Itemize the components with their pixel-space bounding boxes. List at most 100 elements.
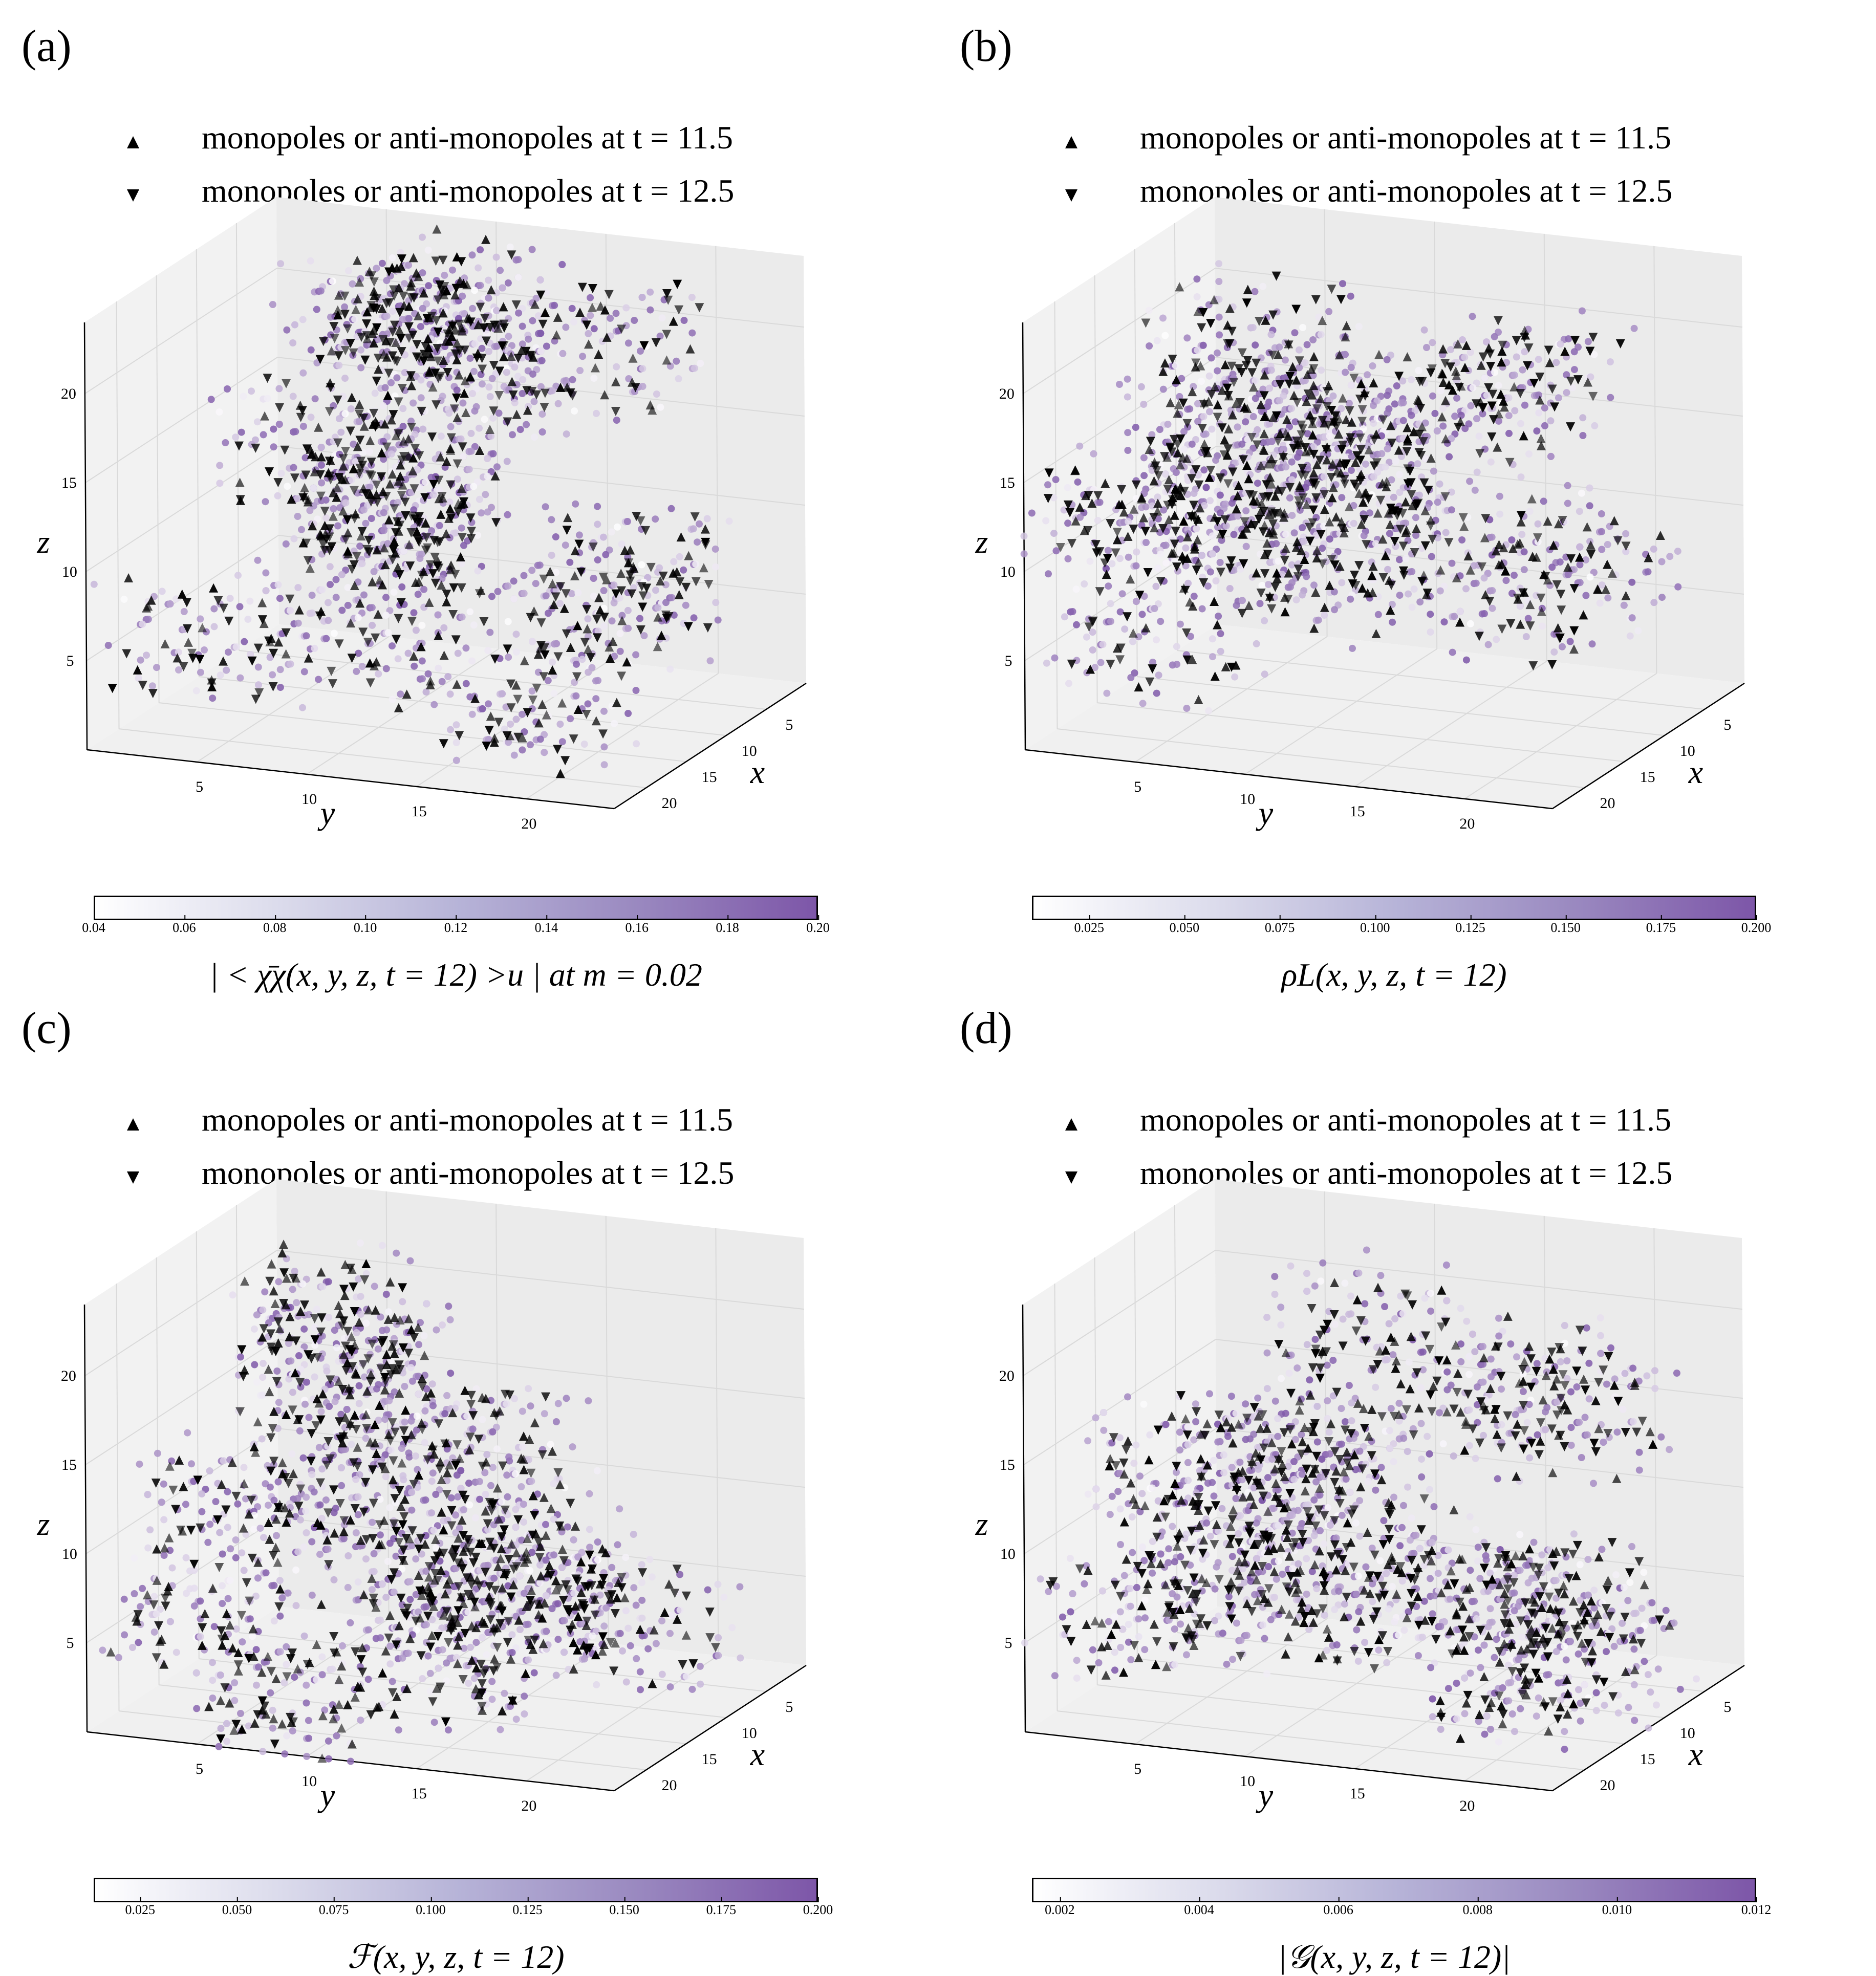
scalar-point — [1622, 530, 1629, 537]
scalar-point — [445, 374, 452, 381]
scalar-point — [300, 1326, 308, 1333]
scalar-point — [1153, 636, 1160, 643]
scalar-point — [1215, 613, 1222, 620]
scalar-point — [497, 1726, 504, 1733]
scalar-point — [1233, 602, 1240, 609]
scalar-point — [1321, 612, 1328, 619]
scalar-point — [270, 426, 277, 433]
scalar-point — [1405, 591, 1412, 598]
scalar-point — [555, 400, 562, 407]
scalar-point — [175, 666, 182, 674]
scalar-point — [541, 1410, 548, 1417]
scalar-point — [1160, 386, 1167, 393]
scalar-point — [429, 1469, 437, 1476]
scalar-point — [293, 1299, 300, 1306]
scalar-point — [254, 418, 261, 425]
scalar-point — [657, 404, 664, 411]
scalar-point — [262, 569, 269, 576]
scalar-point — [1129, 638, 1136, 645]
scalar-point — [1362, 461, 1369, 468]
scalar-point — [233, 643, 240, 650]
scalar-point — [581, 741, 588, 748]
scalar-point — [579, 353, 586, 360]
scalar-point — [449, 267, 456, 274]
scalar-point — [1396, 592, 1404, 599]
scalar-point — [600, 623, 608, 630]
scalar-point — [1577, 561, 1584, 569]
scalar-point — [1505, 430, 1513, 437]
scalar-point — [338, 1482, 345, 1489]
scalar-point — [1513, 354, 1520, 361]
scalar-point — [585, 669, 592, 676]
scalar-point — [497, 267, 504, 274]
scalar-point — [331, 1576, 338, 1583]
scalar-point — [158, 1499, 165, 1506]
scalar-point — [1028, 510, 1036, 517]
scalar-point — [1073, 585, 1080, 593]
colorbar-tick-label: 0.18 — [716, 920, 739, 936]
scalar-point — [387, 379, 395, 386]
scalar-point — [262, 498, 269, 505]
scalar-point — [224, 385, 231, 393]
scalar-point — [105, 642, 112, 649]
scalar-point — [348, 1441, 355, 1448]
scalar-point — [343, 1406, 351, 1413]
scalar-point — [1064, 484, 1071, 491]
scalar-point — [652, 587, 659, 594]
scalar-point — [1462, 585, 1470, 592]
scalar-point — [1288, 405, 1295, 412]
scalar-point — [1533, 427, 1540, 435]
scalar-point — [389, 308, 396, 315]
scalar-point — [201, 646, 208, 654]
scalar-point — [493, 1445, 501, 1452]
scalar-point — [197, 669, 204, 676]
scalar-point — [510, 595, 517, 602]
scalar-point — [593, 410, 600, 417]
scalar-point — [633, 687, 640, 694]
scalar-point — [1325, 308, 1332, 315]
scalar-point — [1282, 463, 1289, 470]
scalar-point — [1384, 356, 1391, 363]
scalar-point — [1518, 473, 1525, 481]
scalar-point — [641, 632, 648, 639]
scalar-point — [219, 1600, 226, 1607]
scalar-point — [1414, 460, 1421, 467]
scalar-point — [411, 609, 418, 616]
scalar-point — [1586, 485, 1593, 492]
scalar-point — [697, 360, 704, 367]
scalar-point — [1133, 549, 1140, 556]
scalar-point — [419, 426, 426, 433]
y-tick-label: 15 — [1350, 803, 1365, 820]
scalar-point — [511, 752, 518, 759]
scalar-point — [503, 1471, 510, 1479]
scalar-point — [519, 711, 526, 718]
scalar-point — [1458, 536, 1465, 544]
scalar-point — [1138, 383, 1145, 390]
scalar-point — [252, 1593, 260, 1600]
scalar-point — [344, 1584, 352, 1591]
scalar-point — [1591, 422, 1598, 429]
scalar-point — [528, 567, 535, 574]
scalar-point — [690, 525, 697, 532]
scalar-point — [1087, 558, 1094, 565]
scalar-point — [239, 1638, 246, 1645]
scalar-point — [161, 1552, 168, 1559]
scalar-point — [1535, 520, 1542, 528]
scalar-point — [276, 1613, 284, 1620]
scalar-point — [646, 289, 654, 296]
scalar-point — [487, 1482, 494, 1489]
scalar-point — [405, 1649, 412, 1657]
scalar-point — [653, 390, 660, 398]
scalar-point — [1215, 260, 1222, 267]
scalar-point — [1604, 541, 1611, 548]
x-axis-label: x — [1688, 754, 1703, 790]
scalar-point — [371, 568, 378, 575]
scalar-point — [430, 701, 438, 708]
scalar-point — [1439, 423, 1447, 430]
scalar-point — [380, 527, 387, 534]
scalar-point — [292, 428, 299, 435]
scalar-point — [1526, 508, 1534, 515]
scalar-point — [423, 1603, 430, 1611]
scalar-point — [538, 357, 546, 364]
scalar-point — [1226, 585, 1234, 592]
